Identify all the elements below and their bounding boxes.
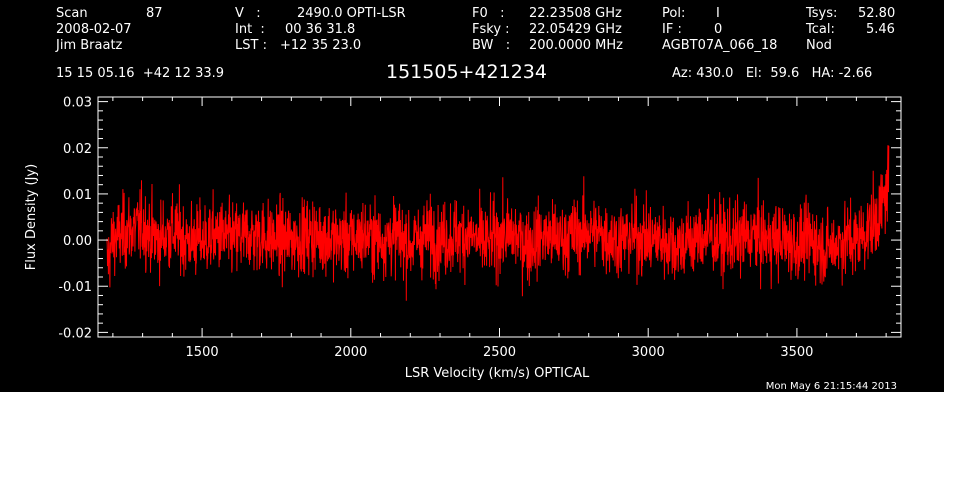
pol-value: I	[716, 6, 720, 21]
bw-value: 200.0000 MHz	[529, 38, 623, 53]
source-title: 151505+421234	[386, 61, 547, 83]
mode-text: Nod	[806, 38, 832, 53]
fsky-value: 22.05429 GHz	[529, 22, 622, 37]
y-tick-label: 0.01	[63, 188, 92, 203]
y-tick-label: -0.02	[58, 326, 92, 341]
timestamp-text: Mon May 6 21:15:44 2013	[766, 381, 897, 392]
v-value: 2490.0 OPTI-LSR	[297, 6, 406, 21]
spectrum-chart: 1500 2000 2500 3000 3500 -0.02 -0.01 0.00 0.01 0.…	[24, 96, 902, 392]
y-tick-label: 0.02	[63, 142, 92, 157]
project-text: AGBT07A_066_18	[662, 38, 778, 53]
tsys-label: Tsys:	[806, 6, 838, 21]
x-tick-label: 3000	[632, 345, 665, 360]
coords-text: 15 15 05.16 +42 12 33.9	[56, 66, 225, 81]
plot-frame	[97, 96, 902, 338]
y-tick-label: 0.00	[63, 234, 92, 249]
if-label: IF :	[662, 22, 682, 37]
if-value: 0	[714, 22, 723, 37]
f0-label: F0 :	[472, 6, 505, 21]
fsky-label: Fsky :	[472, 22, 510, 37]
x-axis-label: LSR Velocity (km/s) OPTICAL	[405, 366, 590, 381]
x-tick-label: 3500	[780, 345, 813, 360]
date-text: 2008-02-07	[56, 22, 132, 37]
y-tick-label: 0.03	[63, 96, 92, 111]
x-tick-label: 2000	[334, 345, 367, 360]
x-tick-label: 2500	[483, 345, 516, 360]
scan-value: 87	[146, 6, 163, 21]
y-tick-label: -0.01	[58, 280, 92, 295]
v-label: V :	[235, 6, 261, 21]
scan-label: Scan	[56, 6, 88, 21]
int-value: 00 36 31.8	[285, 22, 356, 37]
tcal-value: 5.46	[866, 22, 895, 37]
observer-text: Jim Braatz	[56, 38, 123, 53]
spectrum-data-layer	[106, 145, 890, 301]
lst-label: LST :	[235, 38, 267, 53]
y-axis-label: Flux Density (Jy)	[24, 164, 39, 270]
plot-window: Scan 87 2008-02-07 Jim Braatz V : 2490.0…	[0, 0, 944, 392]
bw-label: BW :	[472, 38, 511, 53]
int-label: Int :	[235, 22, 265, 37]
tcal-label: Tcal:	[806, 22, 835, 37]
lst-value: +12 35 23.0	[280, 38, 362, 53]
pol-label: Pol:	[662, 6, 686, 21]
axes-layer: 1500 2000 2500 3000 3500 -0.02 -0.01 0.00 0.01 0.…	[58, 96, 901, 360]
f0-value: 22.23508 GHz	[529, 6, 622, 21]
tsys-value: 52.80	[858, 6, 896, 21]
x-tick-label: 1500	[186, 345, 219, 360]
az-el-ha-text: Az: 430.0 El: 59.6 HA: -2.66	[672, 66, 873, 81]
spectrum-series-line	[106, 145, 890, 301]
